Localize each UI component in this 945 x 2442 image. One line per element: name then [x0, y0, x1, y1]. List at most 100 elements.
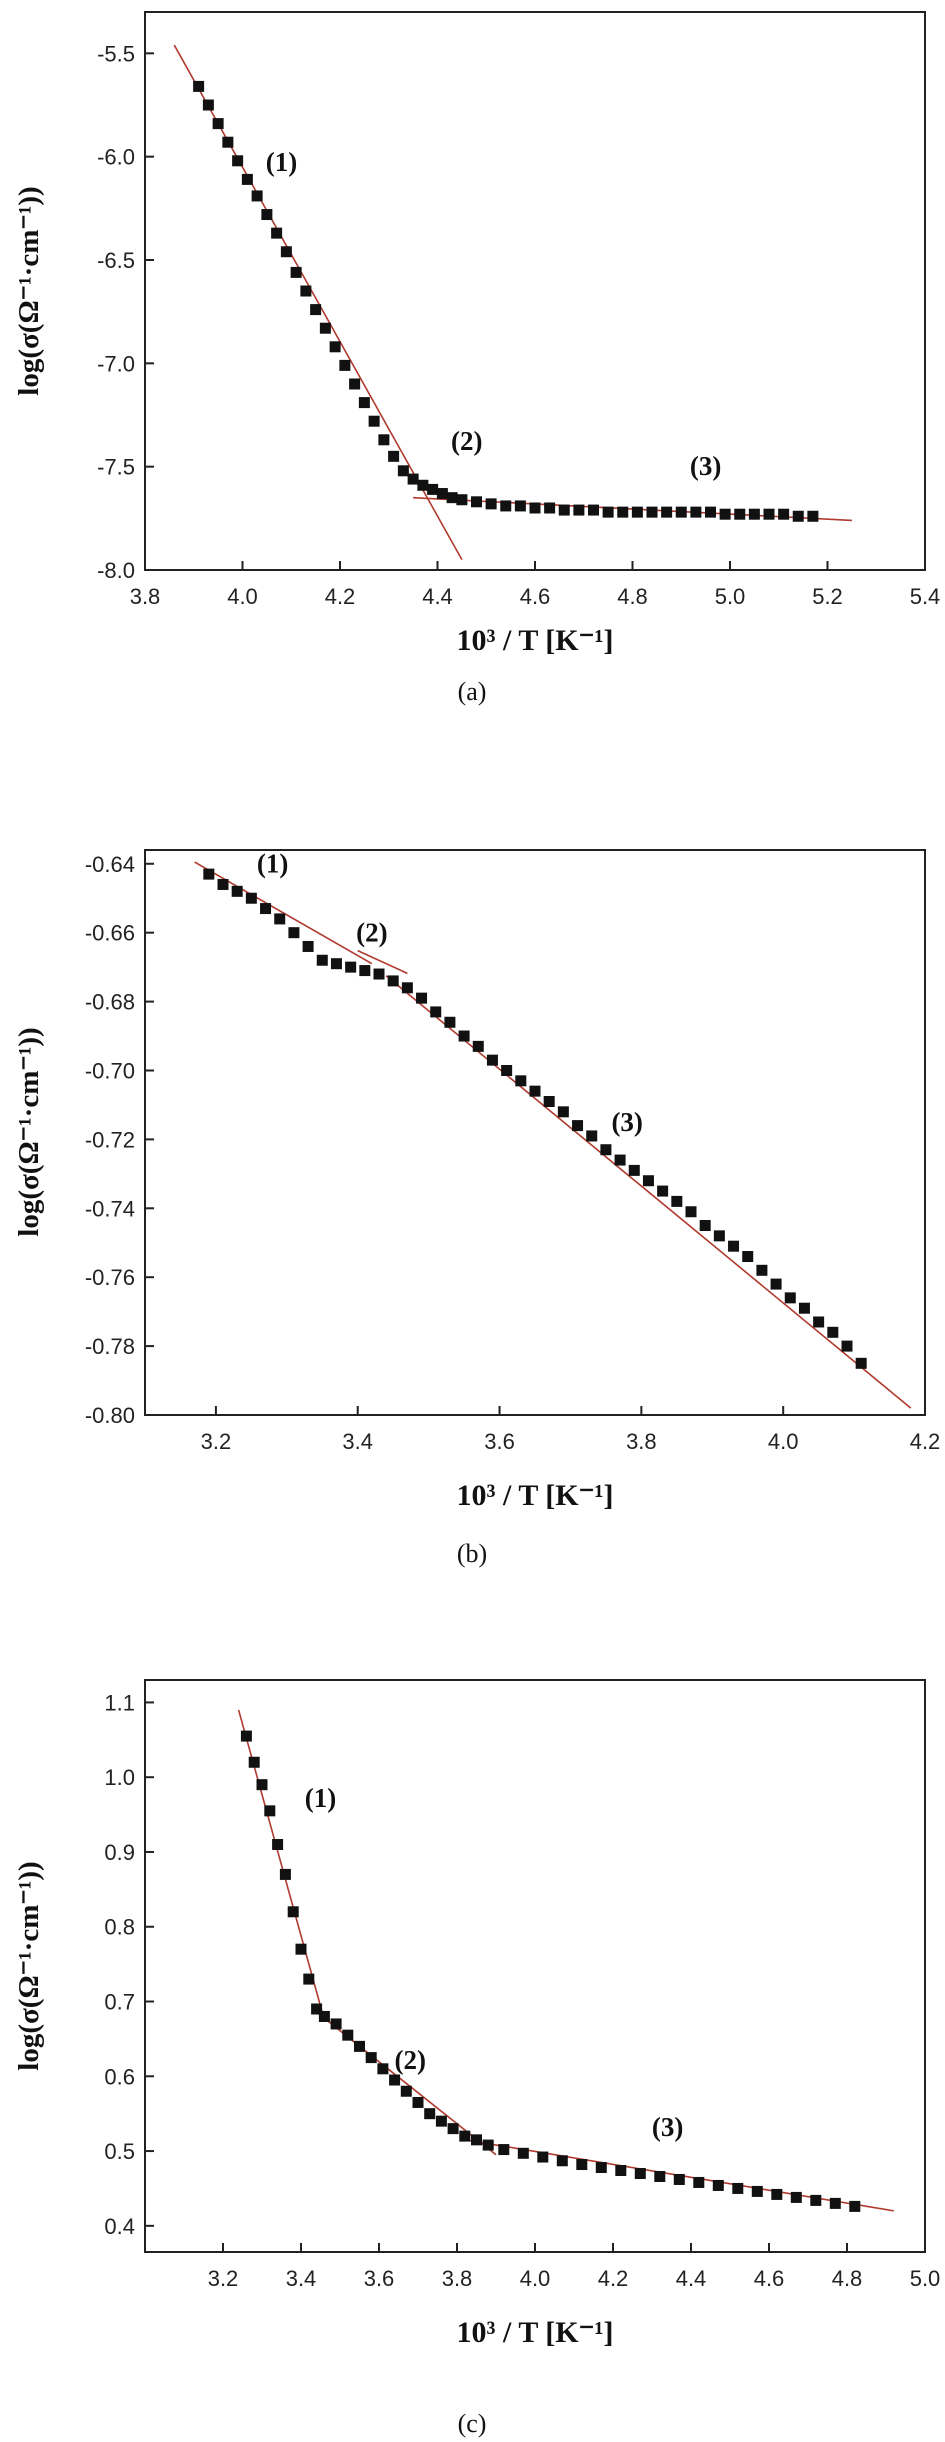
x-tick-label-a: 4.4	[422, 584, 453, 609]
data-point-a	[719, 508, 731, 520]
data-point-b	[515, 1075, 527, 1087]
x-tick-label-b: 3.8	[626, 1429, 657, 1454]
data-point-c	[537, 2151, 549, 2163]
data-point-a	[349, 378, 361, 390]
data-point-b	[728, 1240, 740, 1252]
data-point-b	[345, 961, 357, 973]
data-point-b	[614, 1154, 626, 1166]
data-point-c	[318, 2010, 330, 2022]
data-point-b	[813, 1316, 825, 1328]
data-point-a	[631, 506, 643, 518]
data-point-a	[193, 80, 205, 92]
data-point-b	[685, 1206, 697, 1218]
data-point-c	[400, 2085, 412, 2097]
data-point-a	[358, 397, 370, 409]
data-point-a	[329, 341, 341, 353]
data-point-a	[446, 492, 458, 504]
region-label-c: (1)	[305, 1783, 336, 1813]
y-tick-label-b: -0.80	[85, 1403, 135, 1428]
data-point-b	[472, 1040, 484, 1052]
data-point-a	[232, 155, 244, 167]
data-point-a	[529, 502, 541, 514]
data-point-a	[558, 504, 570, 516]
region-label-b: (3)	[611, 1107, 642, 1137]
data-point-a	[417, 479, 429, 491]
data-point-b	[742, 1251, 754, 1263]
region-labels-c: (1) (2) (3)	[305, 1783, 684, 2142]
data-point-c	[330, 2018, 342, 2030]
panel-b: 3.2 3.4 3.6 3.8 4.0 4.2 -0.80-0.78-0.76-0.74-…	[13, 848, 940, 1568]
data-point-b	[657, 1185, 669, 1197]
data-point-c	[673, 2173, 685, 2185]
x-tick-label-a: 5.0	[715, 584, 746, 609]
region-label-c: (2)	[394, 2045, 425, 2075]
y-tick-label-a: -8.0	[97, 558, 135, 583]
x-tick-label-c: 3.4	[286, 2266, 317, 2291]
data-point-b	[586, 1130, 598, 1142]
y-tick-label-c: 1.0	[104, 1765, 135, 1790]
data-point-c	[595, 2162, 607, 2174]
data-point-b	[416, 992, 428, 1004]
data-point-a	[807, 510, 819, 522]
x-tick-label-a: 4.8	[617, 584, 648, 609]
data-point-b	[827, 1326, 839, 1338]
data-point-b	[756, 1264, 768, 1276]
data-point-c	[303, 1973, 315, 1985]
data-point-a	[202, 99, 214, 111]
data-point-c	[849, 2200, 861, 2212]
x-tick-label-a: 4.0	[227, 584, 258, 609]
data-point-a	[397, 465, 409, 477]
data-point-c	[256, 1779, 268, 1791]
x-axis-title-a: 10³ / T [K⁻¹]	[457, 624, 614, 657]
data-point-a	[280, 246, 292, 258]
data-point-a	[602, 506, 614, 518]
data-point-a	[222, 136, 234, 148]
data-point-a	[514, 500, 526, 512]
region-labels-a: (1) (2) (3)	[266, 147, 722, 481]
data-point-b	[642, 1175, 654, 1187]
x-tick-label-b: 3.4	[342, 1429, 373, 1454]
x-tick-label-c: 4.4	[676, 2266, 707, 2291]
x-ticks-a: 3.8 4.0 4.2 4.4 4.6 4.8 5.0 5.2 5.4	[130, 561, 940, 609]
data-points-c	[240, 1730, 861, 2212]
data-point-c	[693, 2176, 705, 2188]
data-point-a	[407, 473, 419, 485]
data-point-a	[436, 488, 448, 500]
data-point-a	[763, 508, 775, 520]
data-point-a	[690, 506, 702, 518]
x-tick-label-a: 3.8	[130, 584, 161, 609]
data-point-a	[661, 506, 673, 518]
data-point-b	[245, 892, 257, 904]
y-tick-label-a: -7.5	[97, 455, 135, 480]
y-tick-label-b: -0.68	[85, 990, 135, 1015]
data-point-b	[600, 1144, 612, 1156]
y-tick-label-c: 0.6	[104, 2064, 135, 2089]
data-point-b	[302, 940, 314, 952]
data-point-b	[557, 1106, 569, 1118]
x-tick-label-c: 4.0	[520, 2266, 551, 2291]
data-point-a	[339, 359, 351, 371]
data-point-b	[373, 968, 385, 980]
data-point-b	[841, 1340, 853, 1352]
y-tick-label-c: 0.4	[104, 2214, 135, 2239]
data-point-b	[203, 868, 215, 880]
data-point-b	[501, 1064, 513, 1076]
data-point-a	[261, 209, 273, 221]
plot-frame-a	[144, 11, 926, 571]
data-point-b	[855, 1357, 867, 1369]
x-tick-label-a: 4.2	[325, 584, 356, 609]
data-point-b	[260, 903, 272, 915]
data-point-a	[500, 500, 512, 512]
x-tick-label-c: 5.0	[910, 2266, 941, 2291]
data-point-b	[543, 1095, 555, 1107]
data-point-a	[544, 502, 556, 514]
y-tick-label-a: -6.5	[97, 248, 135, 273]
x-ticks-b: 3.2 3.4 3.6 3.8 4.0 4.2	[201, 1406, 940, 1454]
panel-caption-b: (b)	[457, 1539, 487, 1568]
data-point-a	[388, 450, 400, 462]
x-tick-label-c: 3.2	[208, 2266, 239, 2291]
plot-frame-b	[144, 849, 926, 1416]
plot-frame-c	[144, 1679, 926, 2253]
data-point-a	[573, 504, 585, 516]
data-point-a	[646, 506, 658, 518]
